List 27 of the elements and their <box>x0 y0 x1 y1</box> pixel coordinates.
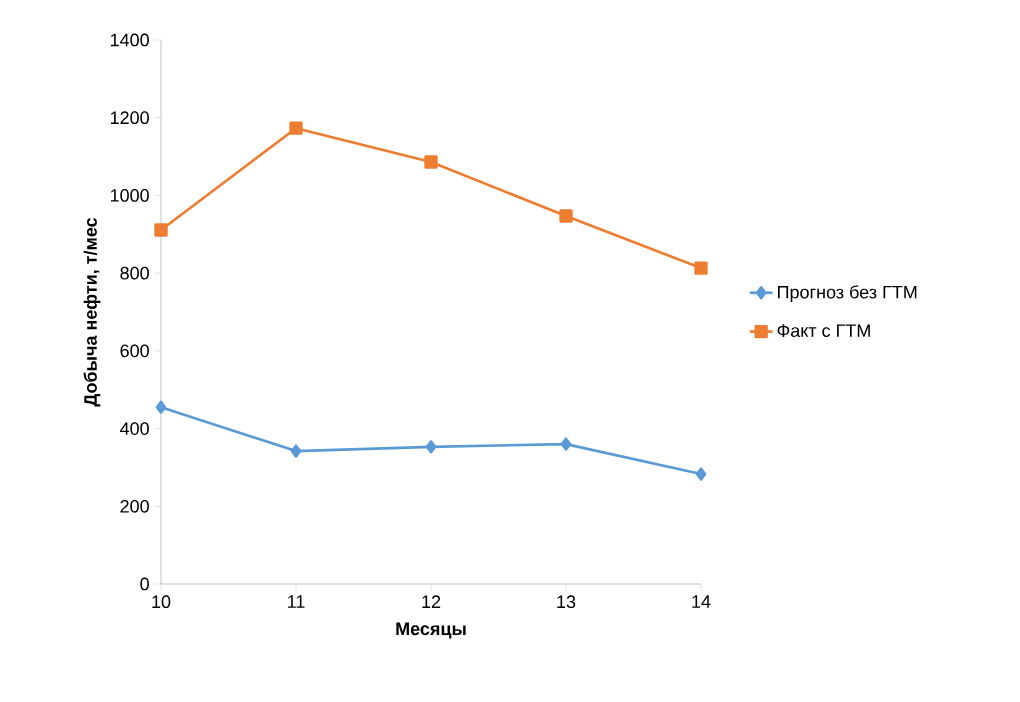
x-tick-label: 11 <box>288 595 305 608</box>
point <box>155 400 167 414</box>
legend-label: Факт с ГТМ <box>777 324 870 337</box>
y-tick-label: 0 <box>140 577 149 591</box>
y-tick-label: 1000 <box>110 189 149 202</box>
point <box>154 223 168 237</box>
point <box>559 209 573 223</box>
y-tick-label: 1200 <box>110 111 149 125</box>
point <box>695 467 707 481</box>
y-tick-label: 800 <box>120 266 149 280</box>
point <box>289 121 303 135</box>
y-tick-label: 1400 <box>110 33 149 47</box>
y-tick-label: 200 <box>120 499 149 513</box>
x-tick-label: 13 <box>557 595 576 609</box>
x-axis-title: Месяцы <box>396 622 466 639</box>
point <box>290 444 302 458</box>
point <box>694 261 708 275</box>
x-tick-label: 14 <box>692 595 711 608</box>
point <box>424 155 438 169</box>
x-tick-label: 10 <box>152 595 171 609</box>
y-tick-label: 400 <box>120 422 149 435</box>
x-tick-label: 12 <box>422 595 441 608</box>
y-axis-title: Добыча нефти, т/мес <box>83 217 101 407</box>
y-tick-label: 600 <box>120 344 149 358</box>
legend-label: Прогноз без ГТМ <box>778 285 917 303</box>
point <box>425 440 437 454</box>
point <box>560 437 572 451</box>
